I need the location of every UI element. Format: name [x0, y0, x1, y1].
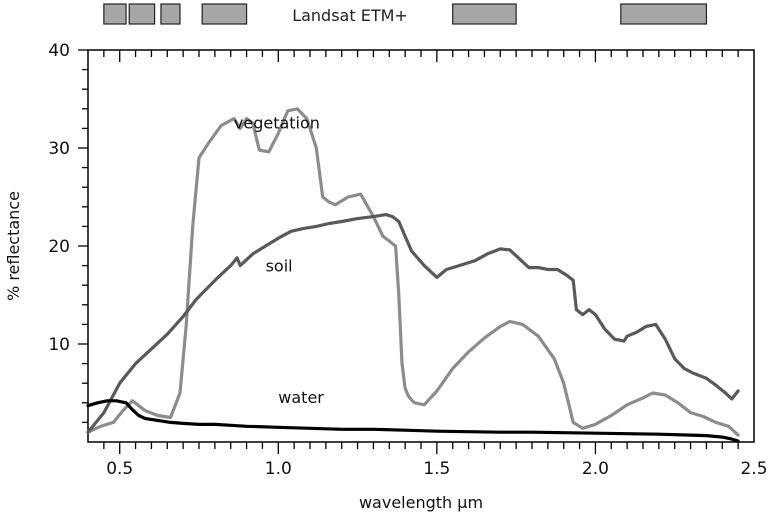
series-line-water	[86, 399, 740, 443]
y-tick-label: 40	[48, 41, 70, 61]
series-label-soil: soil	[266, 256, 293, 275]
x-axis-label: wavelength μm	[359, 493, 483, 512]
landsat-bands	[103, 3, 708, 25]
series-lines	[86, 107, 740, 443]
band-bar-6	[620, 3, 708, 25]
y-tick-label: 10	[48, 335, 70, 355]
band-bar-1	[103, 3, 127, 25]
y-axis-label: % reflectance	[4, 191, 23, 301]
bands-label: Landsat ETM+	[292, 6, 408, 25]
x-tick-label: 1.0	[265, 459, 292, 479]
x-tick-label: 1.5	[423, 459, 450, 479]
series-labels: vegetation soil water	[234, 113, 324, 406]
band-bar-3	[160, 3, 181, 25]
series-line-vegetation	[86, 107, 740, 437]
y-axis-ticks: 10 20 30 40	[48, 41, 88, 424]
x-axis-ticks: 0.5 1.0 1.5 2.0 2.5	[103, 50, 768, 479]
band-bar-4	[201, 3, 248, 25]
plot-frame	[87, 49, 755, 443]
x-tick-label: 0.5	[106, 459, 133, 479]
y-tick-label: 30	[48, 139, 70, 159]
y-tick-label: 20	[48, 237, 70, 257]
band-bar-5	[452, 3, 517, 25]
series-label-vegetation: vegetation	[234, 113, 320, 132]
x-tick-label: 2.0	[582, 459, 609, 479]
series-line-soil	[86, 213, 740, 434]
x-tick-label: 2.5	[740, 459, 767, 479]
band-bar-2	[128, 3, 156, 25]
series-label-water: water	[278, 388, 324, 407]
